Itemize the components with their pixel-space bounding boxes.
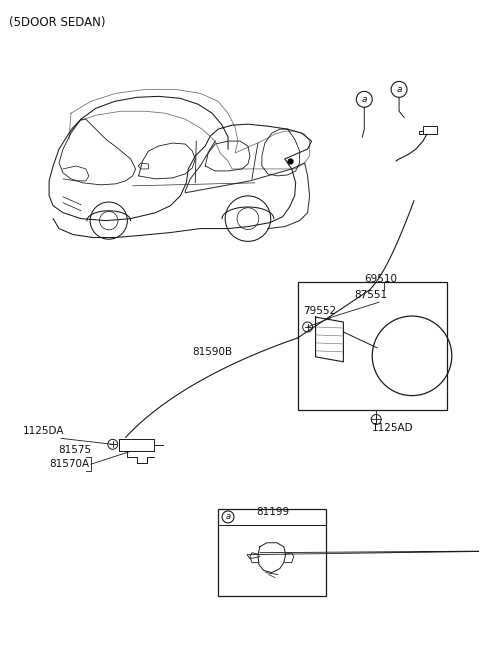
- Text: a: a: [396, 85, 402, 94]
- Text: 87551: 87551: [354, 290, 387, 300]
- Text: 1125AD: 1125AD: [372, 423, 414, 434]
- Text: a: a: [361, 95, 367, 104]
- Text: (5DOOR SEDAN): (5DOOR SEDAN): [9, 16, 106, 29]
- Text: 81199: 81199: [256, 507, 289, 517]
- Text: 79552: 79552: [302, 306, 336, 316]
- Bar: [218, 509, 325, 596]
- Text: 81570A: 81570A: [49, 459, 89, 469]
- Text: 81575: 81575: [58, 445, 91, 455]
- Text: a: a: [226, 512, 230, 522]
- Text: 81590B: 81590B: [192, 347, 232, 357]
- Text: 69510: 69510: [364, 274, 397, 284]
- Bar: [423, 126, 437, 134]
- Bar: [298, 282, 447, 409]
- Text: 1125DA: 1125DA: [23, 426, 65, 436]
